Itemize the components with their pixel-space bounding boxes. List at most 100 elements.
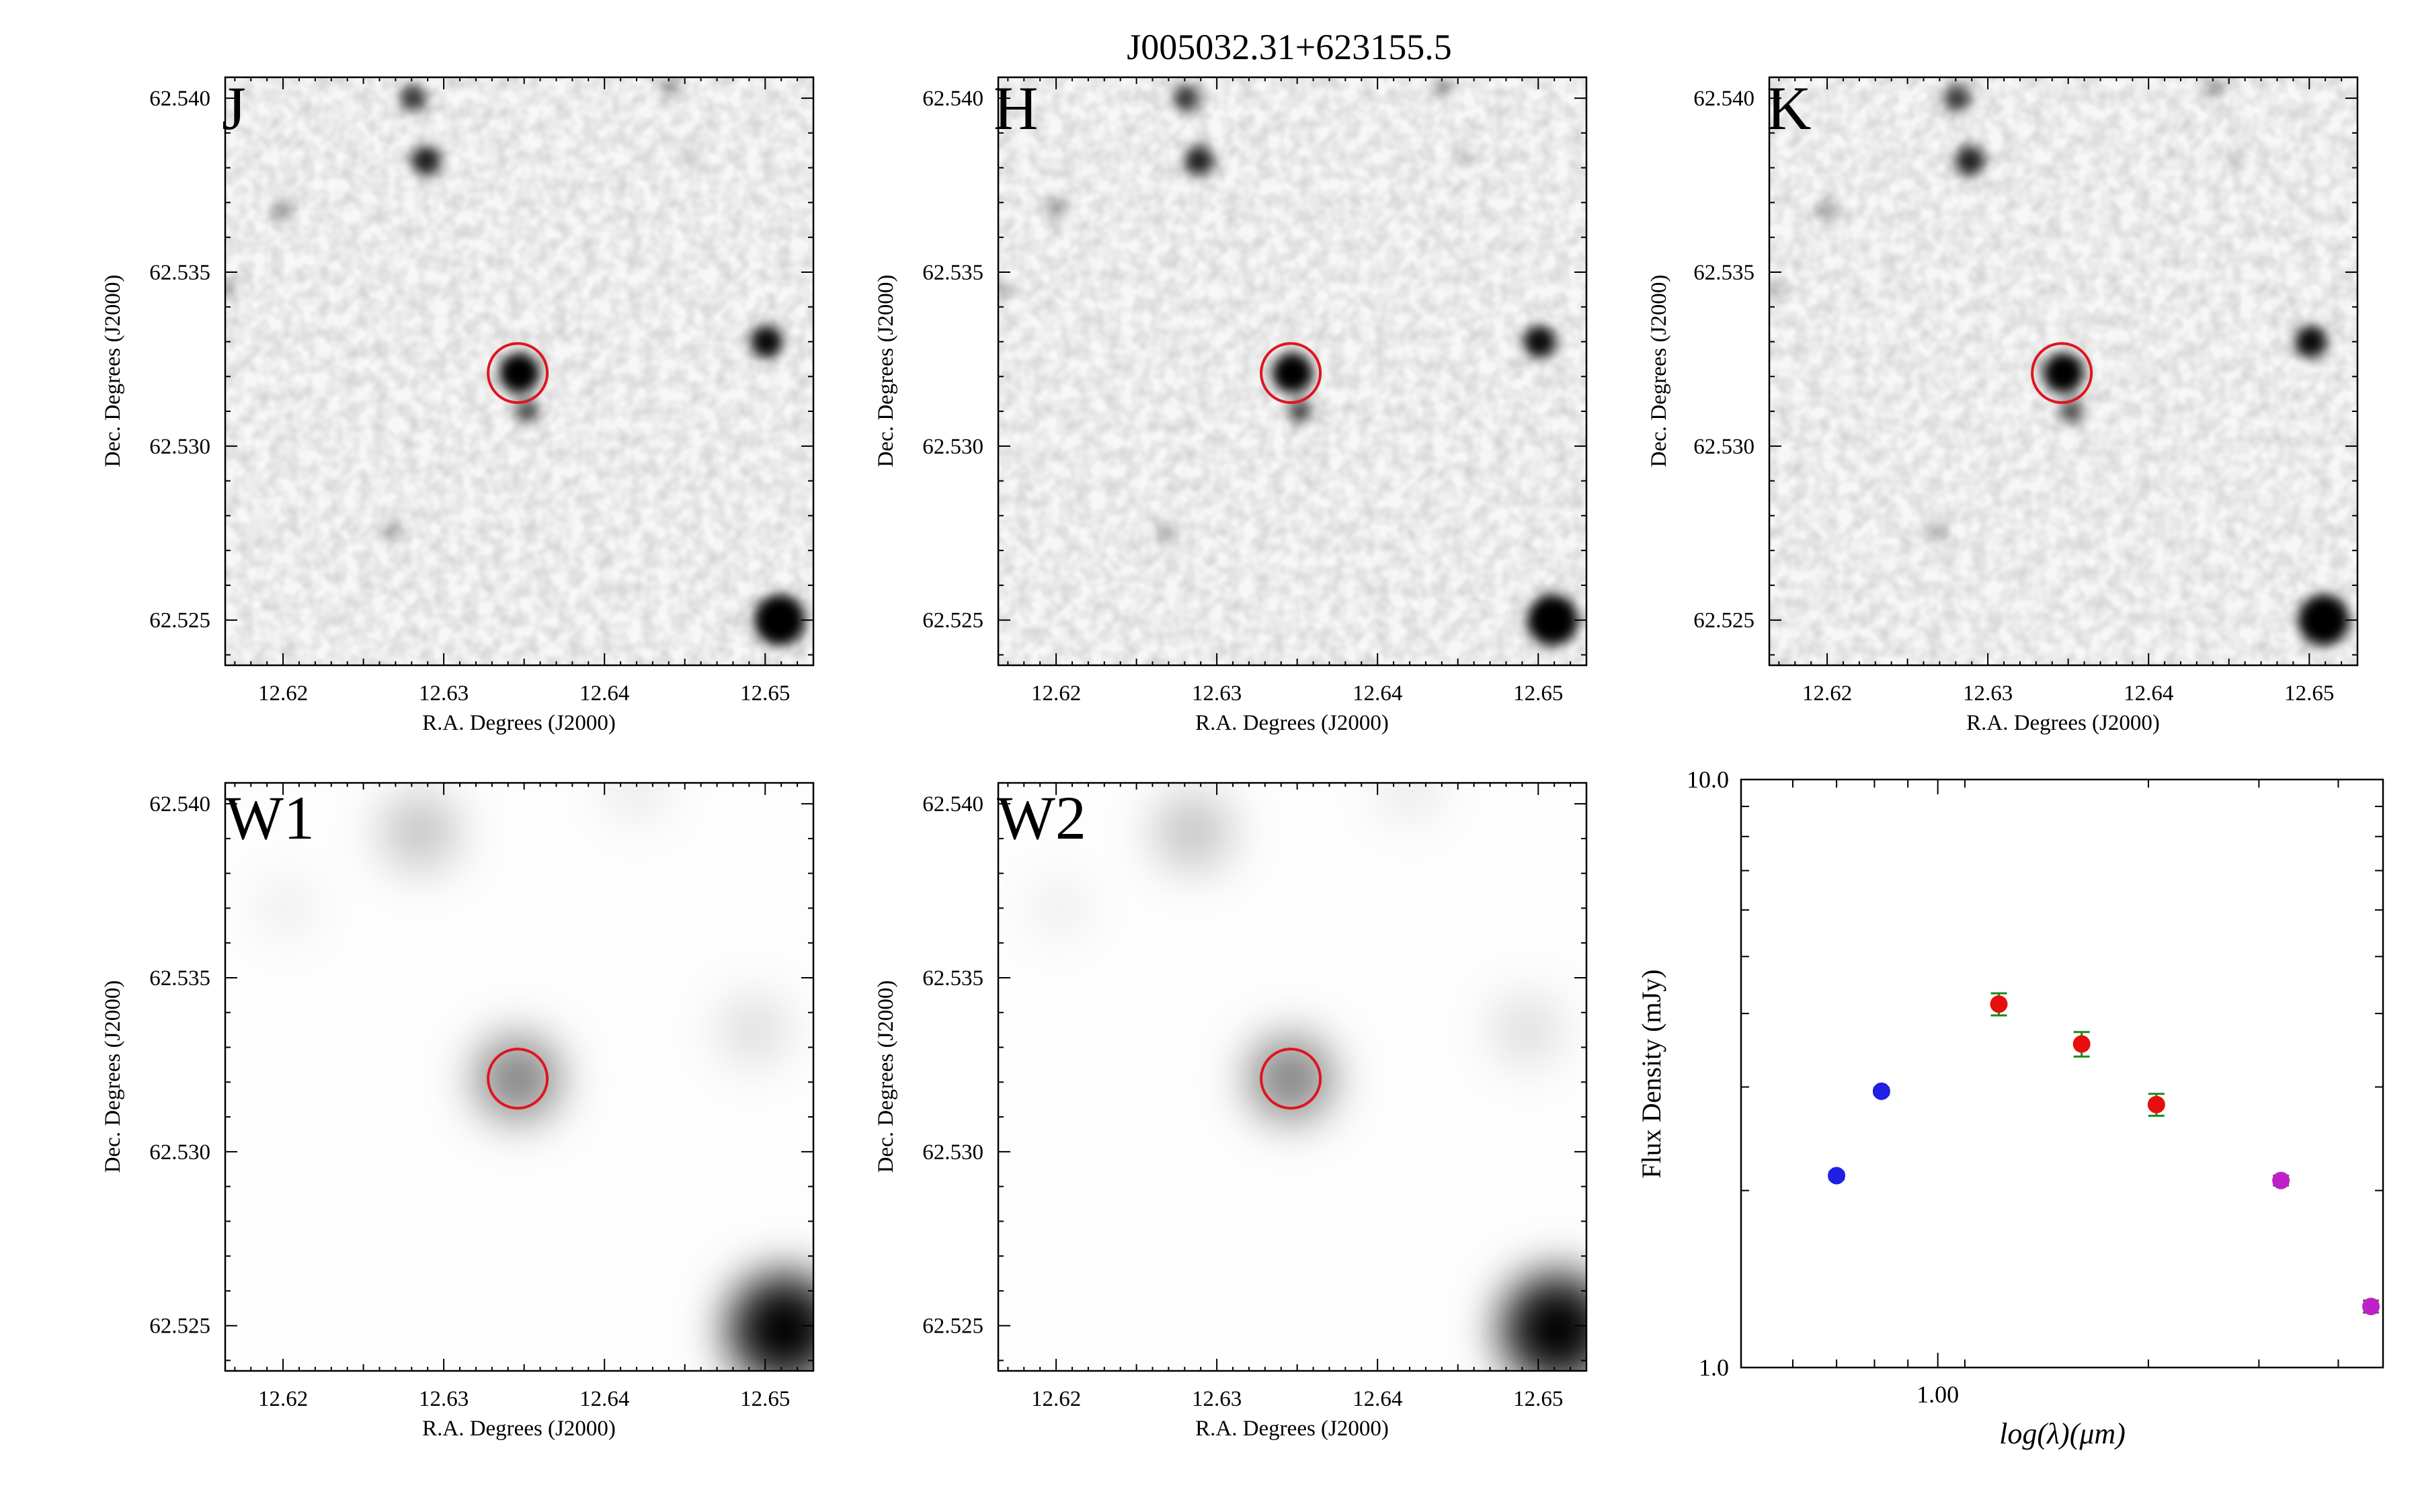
star-source (1029, 878, 1089, 938)
x-tick-label: 12.64 (579, 1387, 629, 1411)
star-source (754, 594, 805, 646)
star-source (1489, 698, 1508, 716)
y-tick-label: 62.535 (149, 966, 210, 991)
star-source (1289, 400, 1312, 423)
star-source (750, 325, 783, 358)
y-axis-label: Dec. Degrees (J2000) (1647, 275, 1671, 468)
star-source (685, 150, 700, 165)
y-tick-label: 62.525 (922, 1314, 983, 1339)
y-tick-label: 62.530 (922, 1140, 983, 1165)
y-tick-label: 62.525 (1693, 609, 1755, 633)
x-tick-label: 12.63 (1192, 681, 1242, 706)
axis-ticks: 12.62 12.63 12.64 12.65 62.525 62.530 62.535 62… (149, 77, 814, 706)
y-tick-label: 62.540 (149, 792, 210, 816)
band-label: W1 (225, 784, 315, 852)
target-aperture (1260, 342, 1322, 405)
sed-point (1990, 995, 2008, 1013)
x-tick-label: 12.64 (1353, 681, 1402, 706)
star-source (2298, 594, 2349, 646)
band-label: K (1767, 74, 1811, 142)
y-tick-label: 62.525 (922, 609, 983, 633)
star-source (1523, 325, 1556, 358)
star-source (225, 281, 237, 298)
x-tick-label: 12.64 (579, 681, 629, 706)
sed-y-tick-label: 10.0 (1687, 766, 1729, 793)
star-source (716, 698, 735, 716)
sed-point (2272, 1171, 2290, 1189)
star-source (1927, 523, 1946, 543)
x-axis-label: R.A. Degrees (J2000) (1195, 1417, 1389, 1441)
star-source (729, 1273, 813, 1371)
y-tick-label: 62.530 (922, 435, 983, 459)
x-tick-label: 12.65 (1513, 681, 1563, 706)
axis-ticks: 12.62 12.63 12.64 12.65 62.525 62.530 62.535 62… (149, 783, 814, 1411)
star-source (606, 783, 668, 821)
x-tick-label: 12.63 (419, 681, 469, 706)
x-tick-label: 12.65 (740, 681, 790, 706)
star-source (1154, 792, 1232, 871)
star-source (256, 878, 316, 938)
sed-point (1872, 1082, 1890, 1100)
axis-ticks: 12.62 12.63 12.64 12.65 62.525 62.530 62.535 62… (922, 77, 1587, 706)
axis-ticks: 12.62 12.63 12.64 12.65 62.525 62.530 62.535 62… (922, 783, 1587, 1411)
y-tick-label: 62.535 (149, 261, 210, 285)
star-field (225, 77, 813, 716)
y-axis-label: Dec. Degrees (J2000) (101, 980, 125, 1173)
x-tick-label: 12.65 (2284, 681, 2334, 706)
target-aperture (487, 1048, 549, 1110)
star-source (1769, 281, 1781, 298)
target-aperture (487, 342, 549, 405)
band-label: W2 (997, 784, 1086, 852)
sed-x-tick-label: 1.00 (1917, 1381, 1959, 1408)
y-tick-label: 62.540 (1693, 87, 1755, 111)
y-tick-label: 62.540 (149, 87, 210, 111)
star-source (380, 792, 459, 871)
sed-y-tick-label: 1.0 (1699, 1354, 1729, 1381)
sed-point (2362, 1298, 2380, 1316)
x-axis-label: R.A. Degrees (J2000) (1195, 711, 1389, 735)
star-source (719, 995, 789, 1065)
target-aperture (2031, 342, 2093, 405)
x-axis-label: R.A. Degrees (J2000) (422, 1417, 616, 1441)
axis-ticks: 12.62 12.63 12.64 12.65 62.525 62.530 62.535 62… (1693, 77, 2358, 706)
y-tick-label: 62.535 (922, 261, 983, 285)
star-source (1156, 523, 1175, 543)
x-tick-label: 12.64 (1353, 1387, 1402, 1411)
star-source (2060, 400, 2083, 423)
panel-frame (997, 782, 1588, 1372)
x-tick-label: 12.65 (1513, 1387, 1563, 1411)
target-aperture (1260, 1048, 1322, 1110)
panel-frame (224, 76, 815, 667)
x-tick-label: 12.62 (258, 1387, 308, 1411)
y-tick-label: 62.530 (1693, 435, 1755, 459)
star-source (1817, 199, 1838, 220)
panel-w2: 12.62 12.63 12.64 12.65 62.525 62.530 62.535 62… (874, 782, 1588, 1441)
x-axis-label: R.A. Degrees (J2000) (422, 711, 616, 735)
star-source (1435, 79, 1453, 97)
star-source (2206, 79, 2224, 97)
star-source (2260, 698, 2279, 716)
star-source (1046, 199, 1067, 220)
y-tick-label: 62.535 (922, 966, 983, 991)
star-field (1769, 77, 2357, 716)
star-source (1943, 85, 1971, 112)
sed-axis-ticks: 1.00 1.0 10.0 (1687, 766, 2383, 1408)
y-tick-label: 62.540 (922, 792, 983, 816)
star-source (2043, 353, 2084, 394)
star-source (1492, 995, 1562, 1065)
x-tick-label: 12.63 (1963, 681, 2013, 706)
star-source (399, 85, 427, 112)
star-source (998, 281, 1010, 298)
star-source (273, 199, 294, 220)
x-axis-label: R.A. Degrees (J2000) (1966, 711, 2160, 735)
panel-j: 12.62 12.63 12.64 12.65 62.525 62.530 62.535 62… (101, 74, 815, 735)
y-axis-label: Dec. Degrees (J2000) (874, 980, 898, 1173)
panel-w1: 12.62 12.63 12.64 12.65 62.525 62.530 62.535 62… (101, 782, 815, 1441)
panel-frame (997, 76, 1588, 667)
band-label: J (222, 74, 246, 142)
x-tick-label: 12.62 (258, 681, 308, 706)
y-tick-label: 62.530 (149, 1140, 210, 1165)
panel-frame (224, 782, 815, 1372)
x-tick-label: 12.62 (1031, 1387, 1081, 1411)
